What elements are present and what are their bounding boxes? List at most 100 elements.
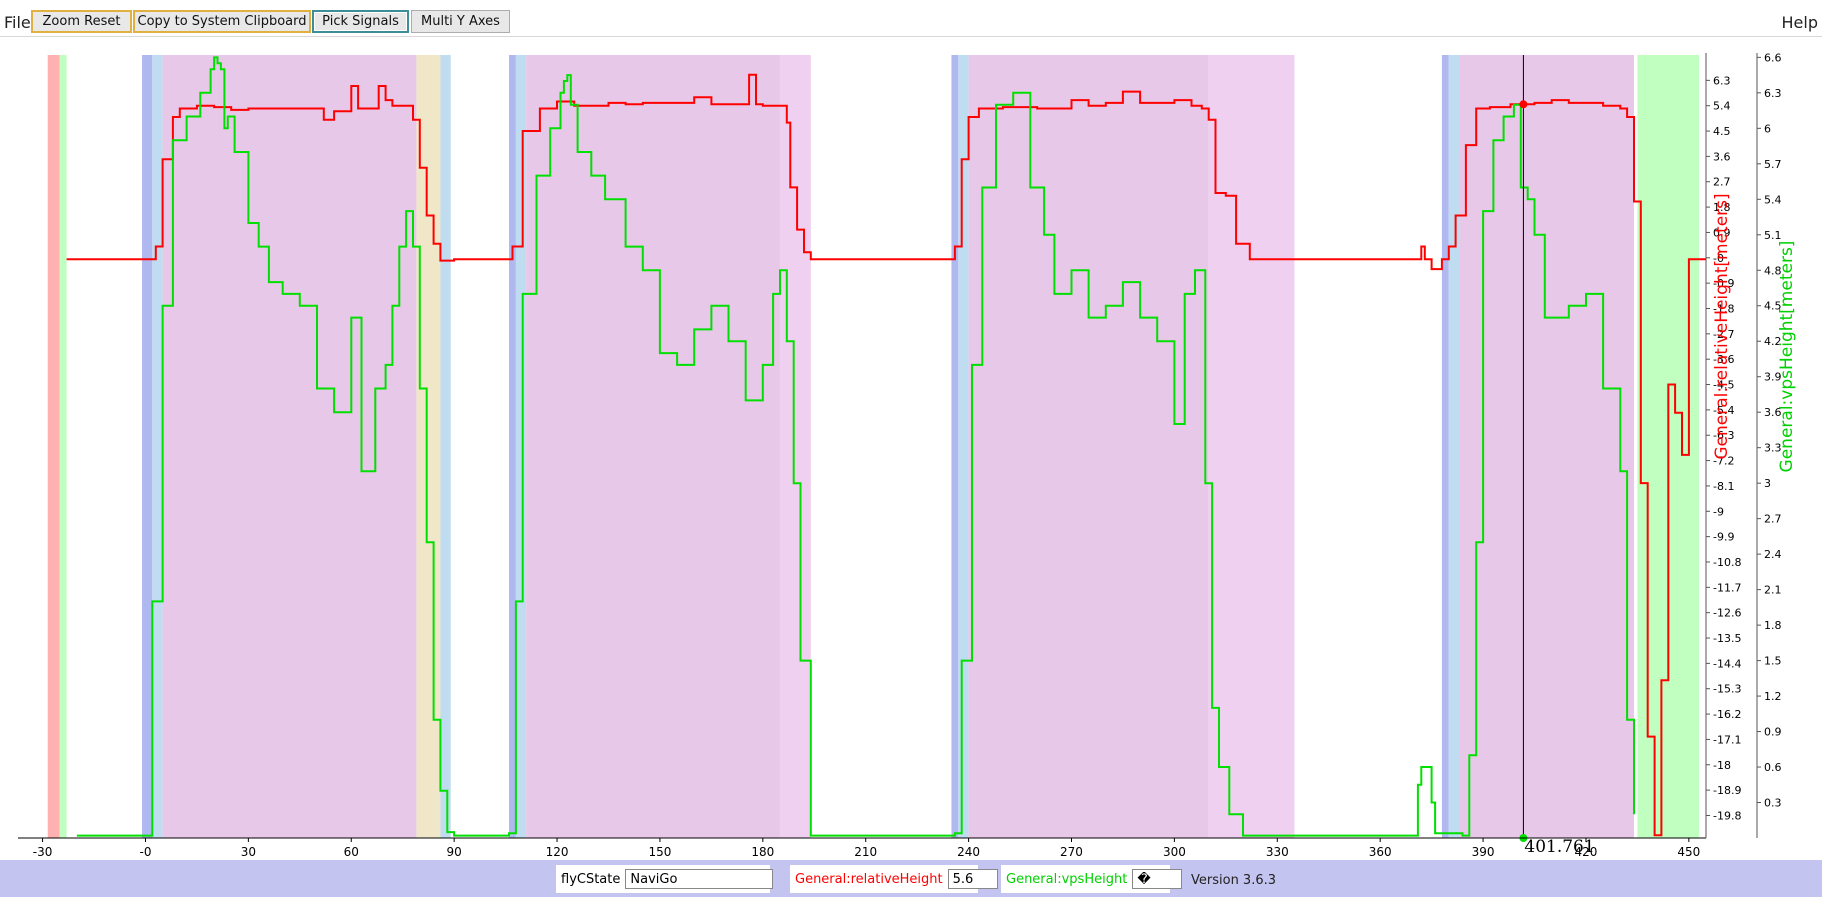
state-band-0: [47, 55, 60, 838]
menu-toolbar-bar: File Zoom Reset Copy to System Clipboard…: [0, 0, 1822, 37]
y-tick-label: 1.8: [1764, 619, 1782, 632]
state-band-17: [1459, 55, 1634, 838]
relative-height-value-field[interactable]: [947, 869, 998, 889]
x-tick-label: 330: [1266, 845, 1289, 859]
y-tick-label: -13.5: [1713, 632, 1741, 645]
x-tick-label: 210: [854, 845, 877, 859]
x-tick-label: 30: [241, 845, 256, 859]
y-tick-label: 4.8: [1764, 264, 1782, 277]
state-band-4: [162, 55, 417, 838]
y-tick-label: -7.2: [1713, 455, 1734, 468]
y-tick-label: -9.9: [1713, 531, 1734, 544]
y-axis-title-1: General:vpsHeight[meters]: [1777, 241, 1797, 473]
x-tick-label: -30: [33, 845, 53, 859]
x-tick-label: 300: [1163, 845, 1186, 859]
state-band-6: [440, 55, 451, 838]
y-tick-label: -10.8: [1713, 556, 1741, 569]
state-band-5: [416, 55, 441, 838]
flycstate-value-field[interactable]: [625, 869, 774, 889]
multi-y-axes-button[interactable]: Multi Y Axes: [411, 10, 510, 33]
y-tick-label: 3.6: [1713, 150, 1731, 163]
x-tick-label: 90: [447, 845, 462, 859]
flycstate-label: flyCState: [561, 871, 621, 887]
y-axis-title-0: General:relativeHeight[meters]: [1712, 193, 1732, 459]
y-tick-label: -15.3: [1713, 683, 1741, 696]
y-tick-label: 3.6: [1764, 406, 1782, 419]
state-band-16: [1448, 55, 1460, 838]
y-tick-label: 1.5: [1764, 655, 1782, 668]
y-axes: 6.3 5.4 4.5 3.6 2.7 1.8 0.9 -0 -0.9 -1.8 -2.7 -3.6 -…: [1705, 51, 1797, 838]
y-tick-label: 0.3: [1764, 797, 1782, 810]
y-tick-label: 2.7: [1764, 513, 1782, 526]
state-band-1: [59, 55, 67, 838]
y-tick-label: 0.9: [1713, 226, 1731, 239]
help-menu[interactable]: Help: [1781, 13, 1818, 32]
state-band-13: [968, 55, 1209, 838]
x-tick-label: 120: [546, 845, 569, 859]
y-tick-label: 3: [1764, 477, 1771, 490]
y-tick-label: -0: [1713, 252, 1724, 265]
y-tick-label: 2.1: [1764, 584, 1782, 597]
y-tick-label: 3.3: [1764, 442, 1782, 455]
y-tick-label: -18: [1713, 759, 1731, 772]
x-tick-label: 450: [1677, 845, 1700, 859]
state-band-14: [1208, 55, 1295, 838]
state-band-7: [509, 55, 516, 838]
y-tick-label: 5.4: [1713, 100, 1731, 113]
y-tick-label: -0.9: [1713, 277, 1734, 290]
x-tick-label: 270: [1060, 845, 1083, 859]
signal-chart[interactable]: -30 -0 30 60 90 120 150 180 210 240 270 300 330 360 39…: [0, 37, 1822, 860]
y-tick-label: 0.9: [1764, 726, 1782, 739]
y-tick-label: 0.6: [1764, 761, 1782, 774]
y-tick-label: -12.6: [1713, 607, 1741, 620]
y-tick-label: 5.4: [1764, 193, 1782, 206]
y-tick-label: -14.4: [1713, 657, 1741, 670]
y-tick-label: -6.3: [1713, 429, 1734, 442]
vps-height-value-field[interactable]: [1132, 869, 1183, 889]
pick-signals-button[interactable]: Pick Signals: [312, 10, 409, 33]
version-label: Version 3.6.3: [1191, 873, 1277, 888]
y-tick-label: -9: [1713, 505, 1724, 518]
y-tick-label: -19.8: [1713, 809, 1741, 822]
zoom-reset-button[interactable]: Zoom Reset: [31, 10, 132, 33]
y-tick-label: 2.4: [1764, 548, 1782, 561]
y-tick-label: -8.1: [1713, 480, 1734, 493]
y-tick-label: -18.9: [1713, 784, 1741, 797]
x-tick-label: 390: [1472, 845, 1495, 859]
x-tick-label: 360: [1369, 845, 1392, 859]
y-tick-label: 4.5: [1764, 300, 1782, 313]
state-bands: [47, 55, 1700, 838]
x-tick-label: 180: [751, 845, 774, 859]
y-tick-label: 4.5: [1713, 125, 1731, 138]
cursor-marker-relative-height: [1519, 100, 1528, 109]
y-tick-label: -11.7: [1713, 581, 1741, 594]
relative-height-readout: General:relativeHeight: [790, 865, 998, 893]
flycstate-readout: flyCState: [556, 865, 774, 893]
cursor-value-label: 401.761: [1524, 837, 1594, 857]
vps-height-readout: General:vpsHeight: [1001, 865, 1183, 893]
y-tick-label: -1.8: [1713, 302, 1734, 315]
state-band-9: [526, 55, 780, 838]
y-tick-label: 5.1: [1764, 229, 1782, 242]
state-band-10: [779, 55, 811, 838]
y-tick-label: -4.5: [1713, 379, 1734, 392]
y-tick-label: 6.3: [1764, 87, 1782, 100]
y-tick-label: -2.7: [1713, 328, 1734, 341]
y-tick-label: 6.3: [1713, 74, 1731, 87]
state-band-2: [142, 55, 153, 838]
x-tick-label: 150: [648, 845, 671, 859]
state-band-11: [951, 55, 959, 838]
series-line-vps-height: [76, 56, 1635, 837]
copy-clipboard-button[interactable]: Copy to System Clipboard: [133, 10, 311, 33]
y-tick-label: -5.4: [1713, 404, 1734, 417]
x-tick-label: 240: [957, 845, 980, 859]
x-tick-label: -0: [139, 845, 151, 859]
state-band-15: [1441, 55, 1449, 838]
state-band-3: [152, 55, 163, 838]
file-menu[interactable]: File: [4, 13, 31, 32]
state-band-12: [958, 55, 969, 838]
x-tick-label: 420: [1575, 845, 1598, 859]
x-tick-label: 60: [344, 845, 359, 859]
state-band-8: [515, 55, 527, 838]
y-tick-label: 5.7: [1764, 158, 1782, 171]
